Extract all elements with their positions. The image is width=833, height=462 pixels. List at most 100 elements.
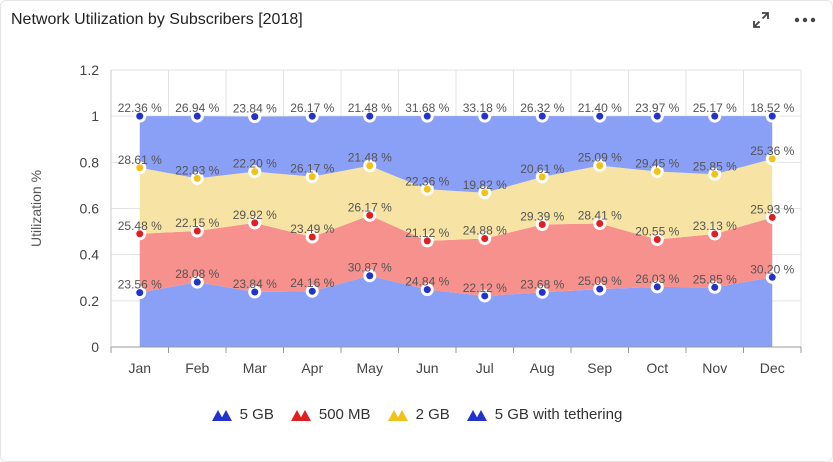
data-label: 21.48 % (348, 101, 392, 115)
data-label: 26.32 % (520, 101, 564, 115)
data-point[interactable] (193, 112, 201, 120)
data-point[interactable] (768, 155, 776, 163)
data-point[interactable] (308, 173, 316, 181)
data-label: 21.12 % (405, 226, 449, 240)
more-horizontal-icon[interactable] (794, 9, 816, 31)
data-point[interactable] (711, 170, 719, 178)
data-point[interactable] (596, 112, 604, 120)
data-label: 28.41 % (578, 209, 622, 223)
card-header: Network Utilization by Subscribers [2018… (11, 9, 822, 33)
legend-item[interactable]: 5 GB with tethering (466, 406, 622, 423)
data-point[interactable] (538, 173, 546, 181)
data-point[interactable] (481, 112, 489, 120)
data-label: 25.48 % (118, 219, 162, 233)
data-point[interactable] (251, 288, 259, 296)
x-tick-label: Nov (702, 360, 727, 376)
data-label: 25.17 % (693, 101, 737, 115)
data-point[interactable] (423, 286, 431, 294)
header-actions (750, 9, 816, 31)
y-tick-label: 0.8 (80, 154, 100, 170)
legend-item[interactable]: 5 GB (211, 406, 274, 423)
data-point[interactable] (768, 112, 776, 120)
data-point[interactable] (538, 288, 546, 296)
area-series-0 (139, 275, 773, 347)
x-tick-label: Jul (476, 360, 494, 376)
x-tick-label: Dec (760, 360, 785, 376)
x-tick-label: Mar (243, 360, 267, 376)
data-point[interactable] (136, 164, 144, 172)
data-point[interactable] (136, 112, 144, 120)
x-tick-label: Apr (301, 360, 323, 376)
data-point[interactable] (481, 292, 489, 300)
x-tick-label: Feb (185, 360, 209, 376)
data-point[interactable] (193, 278, 201, 286)
data-label: 22.36 % (405, 174, 449, 188)
legend-marker-icon (466, 409, 487, 421)
data-point[interactable] (596, 220, 604, 228)
y-tick-label: 0 (91, 339, 99, 355)
data-point[interactable] (653, 283, 661, 291)
stacked-area-chart: 0 0.2 0.4 0.6 0.8 1 1.2 23.56 % 28.08 % 23.84 % 24… (28, 62, 802, 376)
data-point[interactable] (366, 211, 374, 219)
data-label: 25.09 % (578, 274, 622, 288)
data-label: 25.09 % (578, 151, 622, 165)
data-label: 25.85 % (693, 272, 737, 286)
data-point[interactable] (711, 283, 719, 291)
data-point[interactable] (768, 273, 776, 281)
data-label: 26.17 % (290, 101, 334, 115)
data-point[interactable] (366, 162, 374, 170)
legend-marker-icon (211, 409, 232, 421)
data-label: 28.61 % (118, 153, 162, 167)
data-point[interactable] (308, 112, 316, 120)
data-point[interactable] (538, 112, 546, 120)
data-point[interactable] (653, 112, 661, 120)
data-label: 18.52 % (750, 101, 794, 115)
data-point[interactable] (366, 112, 374, 120)
data-point[interactable] (596, 285, 604, 293)
legend-item[interactable]: 500 MB (290, 406, 371, 423)
data-point[interactable] (308, 287, 316, 295)
y-axis-label: Utilization % (28, 170, 44, 247)
data-point[interactable] (251, 219, 259, 227)
data-point[interactable] (768, 213, 776, 221)
data-label: 21.48 % (348, 151, 392, 165)
data-point[interactable] (193, 174, 201, 182)
data-point[interactable] (251, 113, 259, 121)
data-point[interactable] (136, 230, 144, 238)
legend-item[interactable]: 2 GB (387, 406, 450, 423)
data-point[interactable] (653, 167, 661, 175)
data-label: 22.12 % (463, 281, 507, 295)
data-point[interactable] (308, 233, 316, 241)
data-label: 23.68 % (520, 277, 564, 291)
data-label: 21.40 % (578, 101, 622, 115)
data-point[interactable] (538, 220, 546, 228)
data-label: 28.08 % (175, 267, 219, 281)
data-point[interactable] (711, 112, 719, 120)
data-label: 22.15 % (175, 216, 219, 230)
data-point[interactable] (481, 189, 489, 197)
data-point[interactable] (423, 112, 431, 120)
data-label: 22.83 % (175, 163, 219, 177)
y-tick-label: 0.6 (80, 201, 100, 217)
data-point[interactable] (481, 235, 489, 243)
data-point[interactable] (596, 162, 604, 170)
data-label: 23.84 % (233, 277, 277, 291)
data-point[interactable] (423, 185, 431, 193)
data-point[interactable] (136, 289, 144, 297)
data-point[interactable] (193, 227, 201, 235)
data-point[interactable] (423, 237, 431, 245)
expand-icon[interactable] (750, 9, 772, 31)
area-series-1 (139, 215, 773, 296)
data-label: 26.03 % (635, 272, 679, 286)
data-label: 29.39 % (520, 209, 564, 223)
data-label: 26.17 % (348, 200, 392, 214)
legend-marker-icon (387, 409, 408, 421)
x-tick-label: Oct (646, 360, 668, 376)
data-point[interactable] (711, 230, 719, 238)
data-point[interactable] (653, 235, 661, 243)
data-point[interactable] (251, 168, 259, 176)
data-label: 29.92 % (233, 208, 277, 222)
area-series-3 (139, 116, 773, 193)
data-point[interactable] (366, 272, 374, 280)
legend-label: 5 GB (239, 406, 274, 423)
